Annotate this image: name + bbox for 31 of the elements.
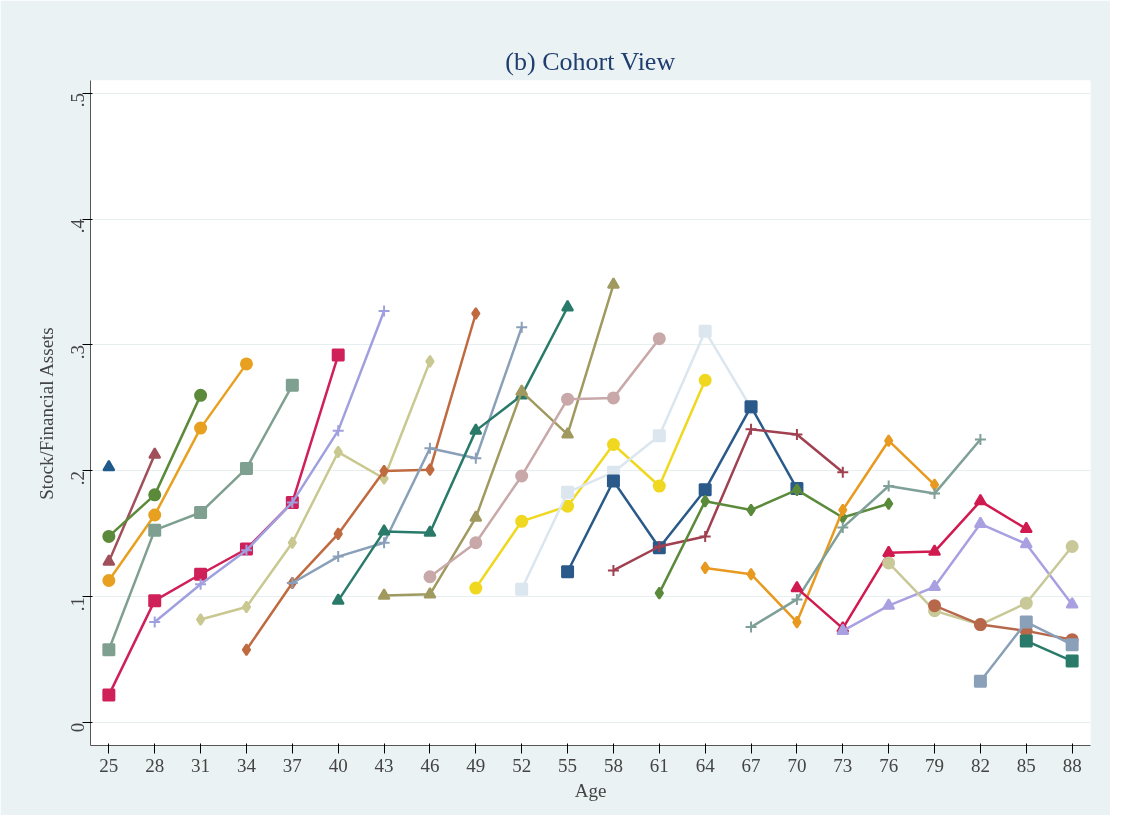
x-tick-label: 49 bbox=[466, 754, 486, 776]
x-tick-label: 70 bbox=[787, 754, 807, 776]
x-tick-label: 82 bbox=[970, 754, 990, 776]
x-tick-label: 67 bbox=[741, 754, 761, 776]
y-axis-title: Stock/Financial Assets bbox=[35, 327, 57, 500]
x-tick-label: 43 bbox=[374, 754, 394, 776]
y-tick-label: 0 bbox=[67, 722, 88, 733]
x-tick-label: 61 bbox=[649, 754, 669, 776]
x-tick-label: 55 bbox=[558, 754, 578, 776]
x-tick-label: 85 bbox=[1016, 754, 1036, 776]
x-tick-label: 52 bbox=[512, 754, 532, 776]
x-tick-label: 76 bbox=[879, 754, 899, 776]
y-tick-label: .2 bbox=[67, 470, 88, 486]
y-tick-label: .3 bbox=[67, 344, 88, 360]
x-tick-label: 34 bbox=[236, 754, 257, 776]
x-tick-label: 28 bbox=[145, 754, 165, 776]
x-tick-label: 37 bbox=[282, 754, 302, 776]
y-tick-label: .4 bbox=[67, 218, 88, 234]
chart-title: (b) Cohort View bbox=[505, 46, 676, 76]
x-tick-label: 40 bbox=[328, 754, 348, 776]
x-tick-label: 64 bbox=[695, 754, 716, 776]
y-tick-label: .1 bbox=[67, 596, 88, 612]
x-tick-label: 31 bbox=[191, 754, 211, 776]
x-axis-title: Age bbox=[574, 779, 607, 801]
x-tick-label: 46 bbox=[420, 754, 440, 776]
x-tick-label: 73 bbox=[833, 754, 853, 776]
x-tick-label: 25 bbox=[99, 754, 119, 776]
x-tick-label: 79 bbox=[925, 754, 945, 776]
x-tick-label: 88 bbox=[1062, 754, 1082, 776]
x-tick-label: 58 bbox=[603, 754, 623, 776]
y-tick-label: .5 bbox=[67, 93, 88, 108]
